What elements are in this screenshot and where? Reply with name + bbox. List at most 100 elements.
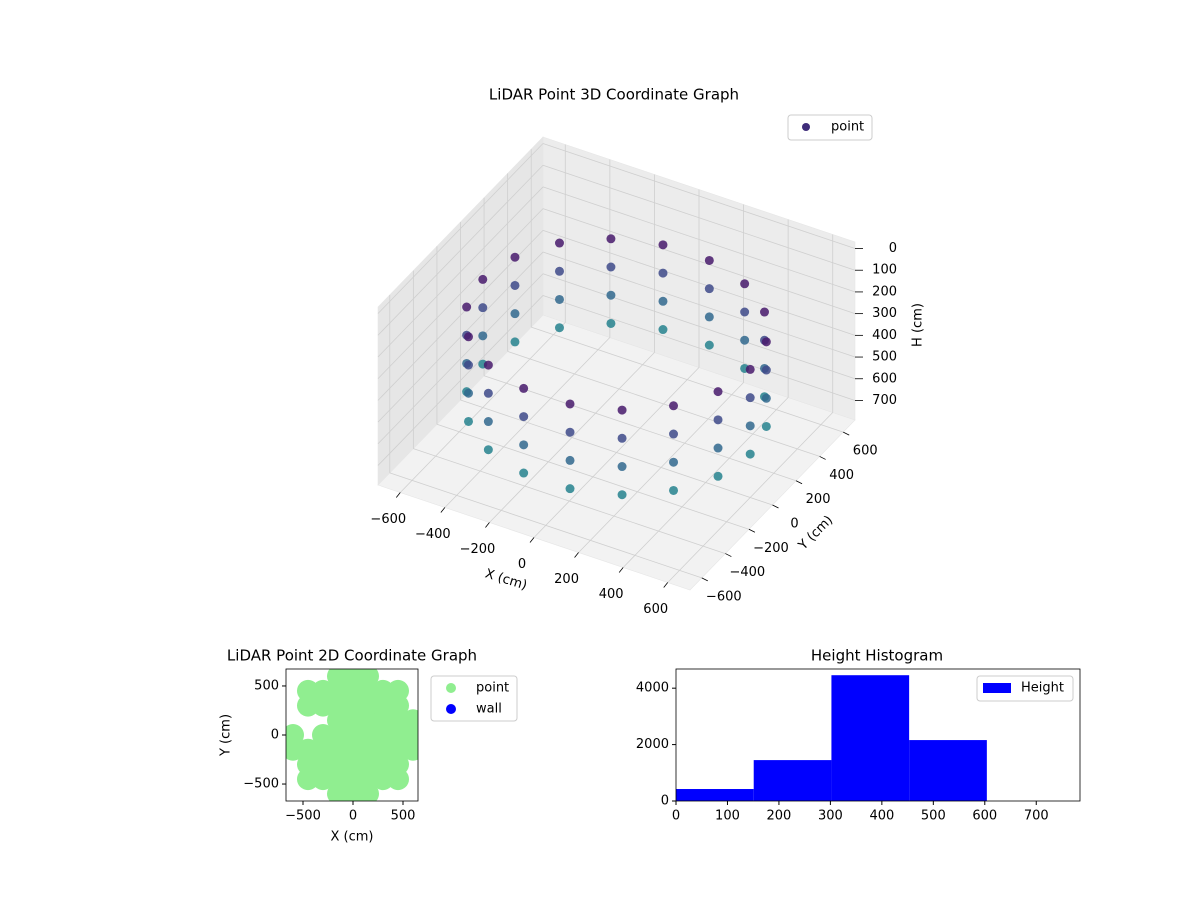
point <box>704 312 714 322</box>
y-tick-label: 400 <box>829 468 854 483</box>
tick-mark <box>748 528 756 533</box>
point <box>478 331 488 341</box>
point <box>658 325 668 335</box>
x-tick-label: 100 <box>715 809 740 824</box>
grid-line <box>377 251 544 423</box>
grid-line <box>377 295 544 466</box>
point <box>565 399 575 409</box>
point <box>519 440 529 450</box>
point <box>554 238 564 248</box>
point <box>761 393 771 403</box>
z-tick-label: 300 <box>872 306 897 321</box>
y-tick-label: −500 <box>243 777 279 792</box>
point <box>704 255 714 265</box>
tick-mark <box>772 504 779 509</box>
point <box>463 360 473 370</box>
legend-label: wall <box>476 702 502 717</box>
bar <box>831 675 910 801</box>
point <box>669 401 679 411</box>
legend-label: point <box>831 120 864 135</box>
point <box>669 457 679 467</box>
point <box>606 234 616 244</box>
point <box>713 471 723 481</box>
x-tick-label: −500 <box>285 809 321 824</box>
point <box>606 262 616 272</box>
point <box>387 679 409 702</box>
tick-mark <box>395 492 401 498</box>
grid-line <box>413 448 726 554</box>
point <box>617 462 627 472</box>
point <box>565 455 575 465</box>
y-tick-label: 0 <box>790 517 798 532</box>
point <box>357 669 379 688</box>
x-tick-label: 200 <box>554 572 579 587</box>
point <box>740 335 750 345</box>
y-tick-label: 0 <box>271 728 279 743</box>
x-tick-label: −200 <box>460 542 496 557</box>
z-tick-label: 0 <box>889 241 897 256</box>
grid-line <box>460 399 773 506</box>
y-tick-label: −200 <box>753 541 789 556</box>
tick-mark <box>663 582 669 588</box>
x-tick-label: −600 <box>370 512 406 527</box>
point <box>519 383 529 393</box>
tick-mark <box>574 552 579 558</box>
point <box>483 445 493 455</box>
grid-line <box>542 229 856 336</box>
point <box>510 337 520 347</box>
y-tick-label: −400 <box>729 565 765 580</box>
legend-marker <box>446 683 456 693</box>
chart-title: Height Histogram <box>811 647 943 665</box>
point <box>510 252 520 262</box>
point <box>713 387 723 397</box>
y-tick-label: 2000 <box>636 737 669 752</box>
point <box>704 340 714 350</box>
legend-box <box>787 114 873 141</box>
point <box>483 388 493 398</box>
point <box>617 433 627 443</box>
legend-marker <box>983 683 1011 693</box>
point <box>510 280 520 290</box>
point <box>606 318 616 328</box>
tick-mark <box>725 553 732 557</box>
bar <box>676 789 754 801</box>
point <box>658 296 668 306</box>
grid-line <box>377 208 544 379</box>
point <box>745 393 755 403</box>
point <box>713 415 723 425</box>
x-tick-label: −400 <box>415 527 451 542</box>
legend-box <box>976 675 1074 702</box>
grid-line <box>377 143 544 314</box>
tick-mark <box>843 431 850 436</box>
grid-line <box>507 351 820 457</box>
point <box>761 421 771 431</box>
legend-marker <box>446 704 456 714</box>
x-axis-label: X (cm) <box>331 830 374 845</box>
grid-line <box>377 164 544 336</box>
point <box>483 360 493 370</box>
tick-mark <box>440 507 446 513</box>
point <box>462 302 472 312</box>
point <box>740 307 750 317</box>
point <box>761 337 771 347</box>
grid-line <box>542 251 856 358</box>
plot-2d: −500 0 500 −500 0 500 X (cm) Y (cm) point wall <box>219 668 518 845</box>
point <box>478 303 488 313</box>
point <box>510 309 520 319</box>
point <box>565 427 575 437</box>
point <box>617 405 627 415</box>
x-tick-label: 500 <box>391 809 416 824</box>
legend-label: point <box>476 681 509 696</box>
point <box>565 484 575 494</box>
tick-mark <box>795 480 803 485</box>
plot-3d: −600−400−2000200400600−600−400−200020040… <box>370 114 926 617</box>
x-tick-label: 700 <box>1024 809 1049 824</box>
x-tick-label: 200 <box>767 809 792 824</box>
legend-label: Height <box>1021 681 1064 696</box>
tick-mark <box>485 522 490 528</box>
point <box>554 323 564 333</box>
point <box>713 443 723 453</box>
x-tick-label: 0 <box>672 809 680 824</box>
point <box>745 364 755 374</box>
point <box>463 416 473 426</box>
